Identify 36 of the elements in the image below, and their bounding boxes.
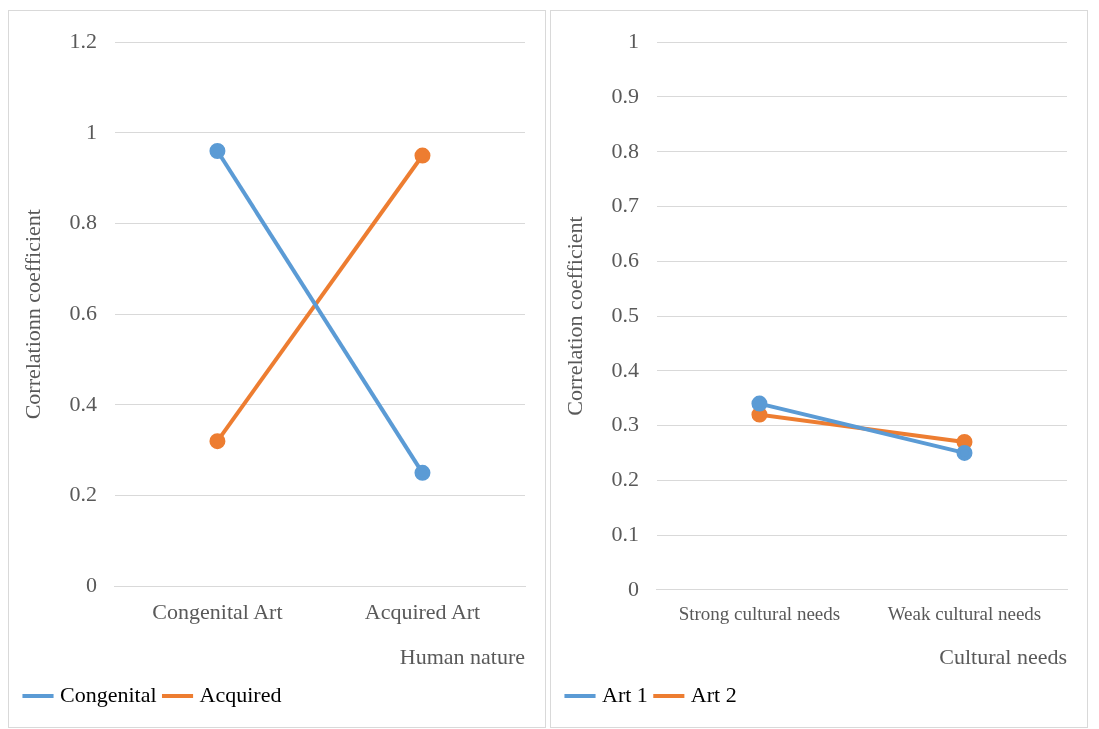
point — [209, 143, 226, 159]
point — [751, 395, 768, 412]
point — [209, 433, 226, 450]
y-tick-label: 0.4 — [69, 390, 97, 416]
y-tick-label: 0 — [85, 571, 97, 597]
legend-label: Art 2 — [690, 681, 737, 707]
legend-label: Art 1 — [602, 681, 648, 707]
point — [956, 444, 973, 461]
y-tick-label: 0.9 — [611, 82, 639, 108]
y-tick-label: 0.5 — [611, 301, 639, 327]
y-tick-label: 1 — [85, 118, 97, 144]
y-tick-label: 0.8 — [69, 209, 97, 235]
x-tick-label: Acquired Art — [364, 599, 481, 625]
y-tick-label: 0.6 — [611, 247, 639, 273]
y-tick-label: 0.8 — [611, 137, 639, 163]
y-tick-label: 0.7 — [611, 192, 639, 218]
x-tick-label: Weak cultural needs — [887, 603, 1042, 625]
x-tick-label: Strong cultural needs — [678, 603, 841, 625]
legend-label: Acquired — [199, 681, 282, 707]
point — [414, 147, 431, 164]
y-tick-label: 1 — [627, 27, 639, 53]
x-tick-label: Congenital Art — [152, 599, 283, 625]
y-tick-label: 1.2 — [69, 27, 97, 53]
y-tick-label: 0.1 — [611, 520, 639, 546]
y-axis-title: Correlationn coefficient — [19, 209, 45, 420]
y-tick-label: 0.3 — [611, 411, 639, 437]
y-tick-label: 0.6 — [69, 299, 97, 325]
x-axis-title: Cultural needs — [939, 643, 1067, 669]
y-tick-label: 0 — [627, 575, 639, 601]
x-axis-title: Human nature — [399, 643, 525, 669]
y-tick-label: 0.2 — [69, 481, 97, 507]
legend-label: Congenital — [60, 681, 157, 707]
y-tick-label: 0.2 — [611, 466, 639, 492]
point — [414, 464, 431, 481]
y-tick-label: 0.4 — [611, 356, 639, 382]
y-axis-title: Correlation coefficient — [561, 216, 587, 416]
